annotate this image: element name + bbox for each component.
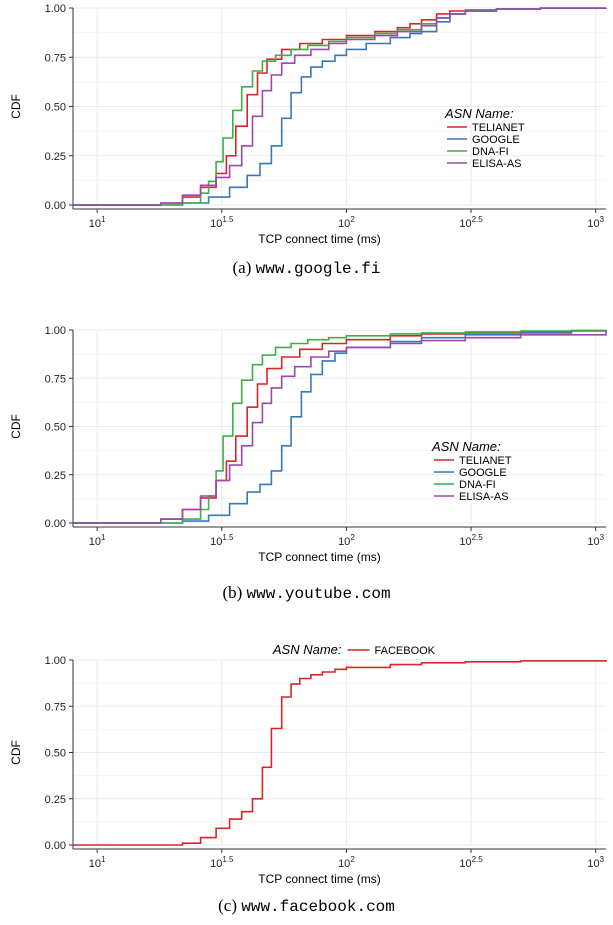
legend-label-dna-fi: DNA-FI: [459, 479, 496, 491]
chart-svg-c: 0.00 0.25 0.50 0.75 1.00 101 101.5 102 102.5 103 T…: [9, 642, 607, 886]
y-tick-label: 0.75: [45, 52, 66, 64]
caption-c-site: www.facebook.com: [241, 898, 395, 916]
series-line-google: [73, 330, 607, 524]
x-tick-label: 101.5: [210, 215, 234, 230]
x-tick-label: 101.5: [210, 533, 234, 548]
x-tick-label: 103: [587, 855, 604, 870]
y-tick-label: 1.00: [45, 655, 66, 667]
chart-panel-a: 0.00 0.25 0.50 0.75 1.00 101 101.5 102 102.5 103 T…: [0, 0, 613, 305]
caption-b-prefix: (b): [222, 583, 243, 602]
series-line-dna-fi: [73, 330, 607, 524]
legend-label-elisa-as: ELISA-AS: [472, 158, 522, 170]
y-tick-label: 0.75: [45, 701, 66, 713]
y-tick-label: 0.50: [45, 102, 66, 114]
x-tick-label: 101: [89, 855, 106, 870]
y-axis-title: CDF: [9, 740, 23, 765]
y-tick-label: 0.00: [45, 200, 66, 212]
series-line-facebook: [73, 660, 607, 846]
series-line-telianet: [73, 7, 607, 206]
x-tick-label: 102: [338, 533, 355, 548]
caption-a: (a) www.google.fi: [0, 258, 613, 278]
x-tick-label: 102: [338, 215, 355, 230]
caption-c: (c) www.facebook.com: [0, 896, 613, 916]
x-tick-label: 101: [89, 215, 106, 230]
series-line-elisa-as: [73, 7, 607, 206]
caption-a-site: www.google.fi: [255, 260, 381, 278]
y-tick-label: 0.25: [45, 794, 66, 806]
chart-svg-b: 0.00 0.25 0.50 0.75 1.00 101 101.5 102 102.5 103 T…: [9, 325, 607, 564]
legend-label-google: GOOGLE: [459, 467, 507, 479]
legend-label-telianet: TELIANET: [459, 455, 512, 467]
chart-svg-a: 0.00 0.25 0.50 0.75 1.00 101 101.5 102 102.5 103 T…: [9, 3, 607, 246]
x-tick-label: 102.5: [459, 533, 483, 548]
x-tick-label: 102.5: [459, 855, 483, 870]
caption-b: (b) www.youtube.com: [0, 583, 613, 603]
y-tick-label: 1.00: [45, 3, 66, 15]
y-tick-label: 1.00: [45, 325, 66, 337]
legend-label-google: GOOGLE: [472, 134, 520, 146]
x-tick-label: 103: [587, 533, 604, 548]
legend-title: ASN Name:: [431, 439, 501, 454]
y-tick-label: 0.50: [45, 422, 66, 434]
y-tick-label: 0.00: [45, 518, 66, 530]
x-axis-title: TCP connect time (ms): [258, 232, 380, 246]
caption-c-prefix: (c): [218, 896, 237, 915]
y-axis-title: CDF: [9, 94, 23, 119]
y-tick-label: 0.25: [45, 470, 66, 482]
y-axis-title: CDF: [9, 414, 23, 439]
legend-label-telianet: TELIANET: [472, 122, 525, 134]
caption-a-prefix: (a): [232, 258, 252, 277]
series-line-elisa-as: [73, 330, 607, 524]
y-tick-label: 0.25: [45, 151, 66, 163]
caption-b-site: www.youtube.com: [246, 585, 391, 603]
x-tick-label: 101.5: [210, 855, 234, 870]
x-tick-label: 101: [89, 533, 106, 548]
x-axis-title: TCP connect time (ms): [258, 872, 380, 886]
chart-panel-c: 0.00 0.25 0.50 0.75 1.00 101 101.5 102 102.5 103 T…: [0, 638, 613, 925]
y-tick-label: 0.50: [45, 748, 66, 760]
legend-title: ASN Name:: [444, 106, 514, 121]
legend-label-elisa-as: ELISA-AS: [459, 491, 509, 503]
x-tick-label: 102: [338, 855, 355, 870]
x-tick-label: 102.5: [459, 215, 483, 230]
x-tick-label: 103: [587, 215, 604, 230]
chart-panel-b: 0.00 0.25 0.50 0.75 1.00 101 101.5 102 102.5 103 T…: [0, 318, 613, 623]
legend-label-dna-fi: DNA-FI: [472, 146, 509, 158]
y-tick-label: 0.75: [45, 373, 66, 385]
x-axis-title: TCP connect time (ms): [258, 550, 380, 564]
legend-label-facebook: FACEBOOK: [375, 645, 436, 657]
y-tick-label: 0.00: [45, 840, 66, 852]
legend-title: ASN Name:: [272, 642, 342, 657]
